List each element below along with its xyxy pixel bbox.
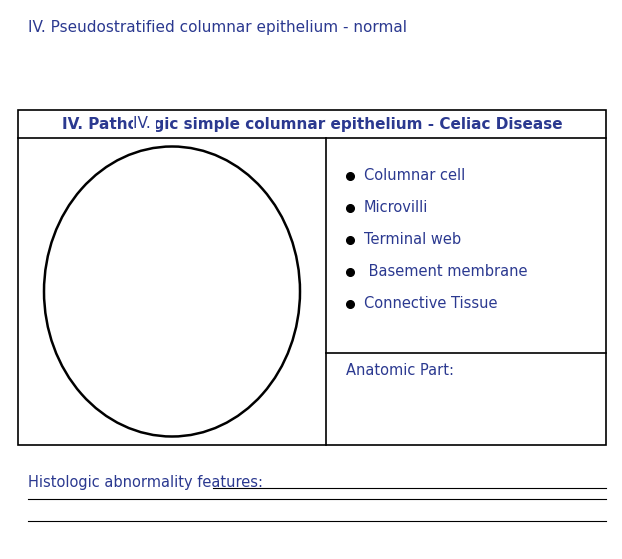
Text: Basement membrane: Basement membrane <box>364 264 527 280</box>
Text: Histologic abnormality features:: Histologic abnormality features: <box>28 475 263 490</box>
Text: IV. Pathologic simple columnar epithelium - Celiac Disease: IV. Pathologic simple columnar epitheliu… <box>62 116 562 131</box>
Text: Anatomic Part:: Anatomic Part: <box>346 363 454 378</box>
Bar <box>18 110 606 445</box>
Text: IV.: IV. <box>133 116 156 131</box>
Text: IV. Pseudostratified columnar epithelium - normal: IV. Pseudostratified columnar epithelium… <box>28 20 407 35</box>
Ellipse shape <box>44 146 300 437</box>
Text: Microvilli: Microvilli <box>364 201 429 216</box>
Text: Terminal web: Terminal web <box>364 233 461 248</box>
Text: Columnar cell: Columnar cell <box>364 168 465 183</box>
Text: Connective Tissue: Connective Tissue <box>364 296 498 311</box>
